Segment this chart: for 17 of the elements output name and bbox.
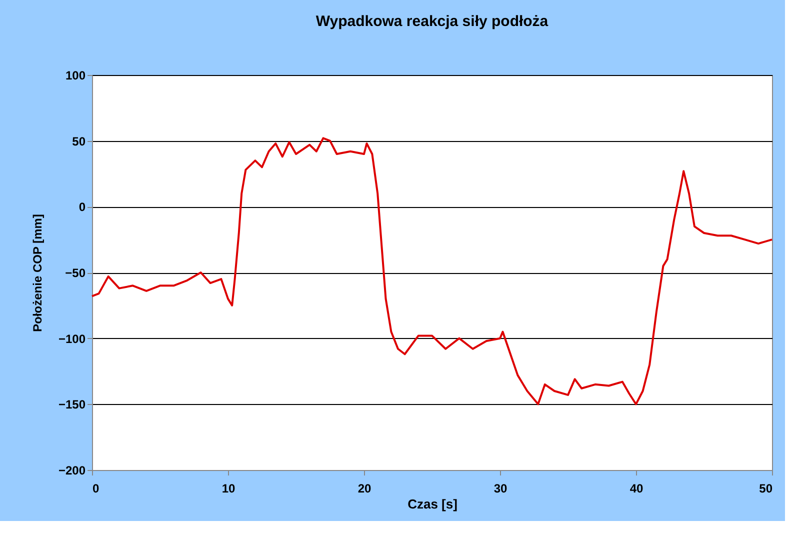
y-tick-label: −50	[65, 266, 86, 280]
x-tick-label: 0	[92, 482, 100, 496]
y-tick-label: −200	[58, 464, 86, 478]
x-tick-label: 10	[222, 482, 236, 496]
chart-title: Wypadkowa reakcja siły podłoża	[316, 13, 549, 30]
line-series	[91, 137, 773, 406]
x-tick-label: 40	[630, 482, 644, 496]
x-axis-title: Czas [s]	[408, 496, 458, 512]
y-tick-label: 0	[78, 200, 86, 214]
y-axis-title: Położenie COP [mm]	[30, 214, 44, 332]
x-tick-label: 50	[759, 482, 773, 496]
y-tick-label: 50	[72, 134, 86, 148]
y-tick-label: −150	[58, 398, 86, 412]
x-tick-label: 20	[358, 482, 372, 496]
y-tick-label: −100	[58, 332, 86, 346]
y-tick-label: 100	[65, 68, 86, 82]
x-tick-label: 30	[494, 482, 508, 496]
